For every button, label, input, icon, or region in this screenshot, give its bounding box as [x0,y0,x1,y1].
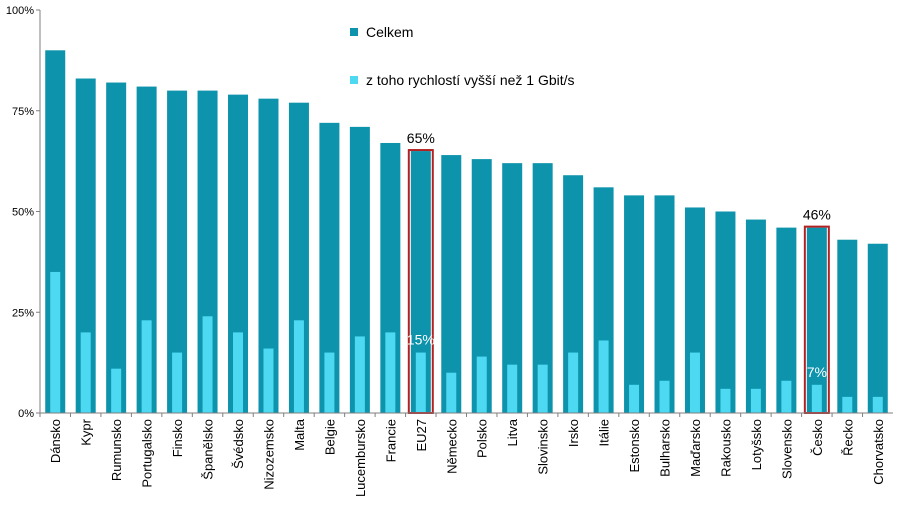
y-tick-label: 100% [6,5,34,17]
bar-gigabit [659,380,670,413]
bar-gigabit [324,352,335,413]
x-tick-label: EU27 [414,419,429,452]
x-tick-label: Lucembursko [353,419,368,497]
bar-total [75,78,96,413]
y-axis: 0% 25% 50% 75% 100% [6,5,41,420]
y-tick-label: 75% [12,106,34,118]
bar-gigabit [111,368,122,413]
bar-gigabit [415,352,426,413]
x-tick-label: Rakousko [718,419,733,477]
bar-total [258,98,279,413]
bar-gigabit [202,316,213,413]
x-tick-label: Finsko [170,419,185,457]
x-tick-label: Irsko [566,419,581,447]
x-tick-label: Dánsko [48,419,63,463]
y-tick-label: 25% [12,307,34,319]
x-tick-label: Francie [383,419,398,462]
bar-gigabit [507,364,518,413]
bar-gigabit [720,388,731,413]
x-tick-label: Rumunsko [109,419,124,481]
x-tick-label: Estonsko [627,419,642,472]
bar-total [745,219,766,413]
bar-gigabit [263,348,274,413]
x-axis: Dánsko Kypr Rumunsko Portugalsko Finsko Španě… [39,412,893,497]
x-tick-label: Bulharsko [658,419,673,477]
bar-total [106,82,127,413]
x-tick-label: Švédsko [231,419,246,469]
bar-total [167,90,188,413]
bar-gigabit [354,336,365,413]
annotation-total: 65% [407,130,435,146]
bar-total [867,243,888,413]
annotations: 65% 15% 46% 7% [407,130,831,380]
bar-gigabit [811,384,822,413]
bar-total [471,159,492,413]
x-tick-label: Česko [810,419,825,456]
bar-total [806,227,827,413]
bar-total [654,195,675,413]
x-tick-label: Itálie [597,419,612,446]
x-tick-label: Slovinsko [536,419,551,475]
x-tick-label: Kypr [79,418,94,445]
bar-gigabit [446,372,457,413]
total-bars [45,50,888,414]
x-tick-label: Španělsko [201,419,216,480]
bar-gigabit [629,384,640,413]
x-tick-label: Řecko [840,419,855,456]
bar-gigabit [141,320,152,413]
annotation-part: 7% [807,364,827,380]
x-tick-label: Polsko [475,419,490,458]
bar-total [776,227,797,413]
x-tick-label: Chorvatsko [871,419,886,485]
bar-gigabit [598,340,609,413]
bar-gigabit [842,396,853,413]
bar-total [624,195,645,413]
x-tick-label: Portugalsko [140,419,155,488]
bar-total [837,239,858,413]
bar-gigabit [568,352,579,413]
y-tick-label: 50% [12,207,34,219]
annotation-total: 46% [803,207,831,223]
bar-gigabit [537,364,548,413]
bar-total [319,122,340,413]
x-tick-label: Maďarsko [688,419,703,477]
bar-gigabit [172,352,183,413]
legend-swatch-part [350,76,358,84]
bar-total [441,155,462,413]
bar-total [410,151,431,414]
annotation-part: 15% [407,332,435,348]
legend-label-total: Celkem [366,24,413,40]
bar-gigabit [476,356,487,413]
bar-total [532,163,553,413]
bar-gigabit [293,320,304,413]
bar-gigabit [80,332,91,413]
x-tick-label: Malta [292,418,307,451]
legend-swatch-total [350,28,358,36]
legend-label-part: z toho rychlostí vyšší než 1 Gbit/s [366,72,575,88]
x-tick-label: Litva [505,418,520,446]
bar-gigabit [50,271,61,413]
x-tick-label: Belgie [322,419,337,455]
gigabit-bars [50,271,883,413]
x-tick-label: Slovensko [779,419,794,479]
bar-total [715,211,736,413]
bar-gigabit [233,332,244,413]
x-tick-label: Německo [444,419,459,474]
x-tick-label: Lotyšsko [749,419,764,470]
bar-total [502,163,523,413]
bar-gigabit [872,396,883,413]
bar-gigabit [385,332,396,413]
y-tick-label: 0% [18,408,34,420]
legend: Celkem z toho rychlostí vyšší než 1 Gbit… [350,24,575,88]
bar-gigabit [750,388,761,413]
bar-gigabit [689,352,700,413]
x-tick-label: Nizozemsko [261,419,276,490]
bar-gigabit [781,380,792,413]
